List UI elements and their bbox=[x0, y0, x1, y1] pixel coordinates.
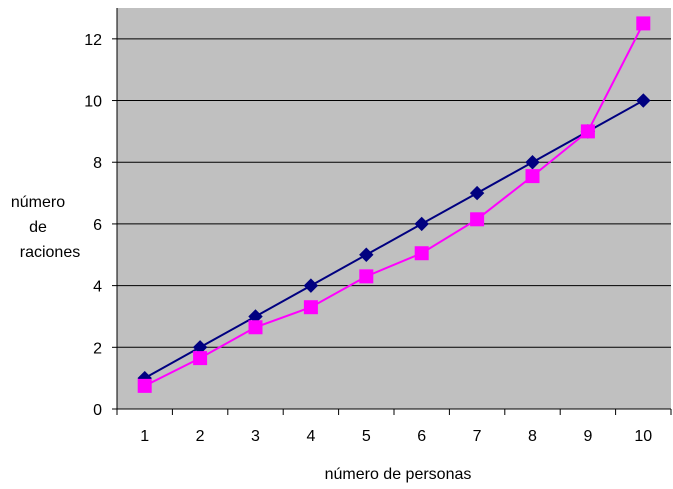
y-tick-label-2: 4 bbox=[93, 279, 102, 296]
series-1-point-0 bbox=[137, 378, 152, 393]
y-axis-title-line-3: raciones bbox=[20, 244, 80, 261]
series-0-point-4 bbox=[359, 247, 374, 262]
x-tick-label-8: 9 bbox=[583, 428, 592, 445]
y-tick-label-6: 12 bbox=[84, 32, 102, 49]
series-1-point-2 bbox=[248, 320, 263, 335]
axes bbox=[112, 8, 672, 415]
series-0-point-3 bbox=[303, 278, 319, 293]
x-tick-labels: 1 2 3 4 5 6 7 8 9 10 bbox=[140, 428, 652, 445]
x-tick-label-3: 4 bbox=[306, 428, 315, 445]
series-1-point-7 bbox=[525, 169, 540, 184]
y-tick-label-4: 8 bbox=[93, 155, 102, 172]
series-1-point-8 bbox=[580, 124, 595, 139]
x-tick-label-1: 2 bbox=[196, 428, 205, 445]
series-1-point-6 bbox=[470, 212, 485, 227]
x-tick-label-2: 3 bbox=[251, 428, 260, 445]
series-group bbox=[137, 16, 651, 393]
x-tick-label-4: 5 bbox=[362, 428, 371, 445]
x-tick-label-5: 6 bbox=[417, 428, 426, 445]
series-1-point-1 bbox=[193, 351, 208, 366]
series-0-line bbox=[144, 99, 644, 380]
gridlines bbox=[117, 38, 671, 348]
series-1-point-5 bbox=[414, 246, 429, 261]
x-tick-label-9: 10 bbox=[634, 428, 652, 445]
series-0-point-6 bbox=[469, 185, 485, 201]
series-1-point-4 bbox=[359, 269, 374, 284]
y-tick-label-1: 2 bbox=[93, 340, 102, 357]
series-0-point-5 bbox=[414, 216, 429, 232]
y-tick-labels: 0 2 4 6 8 10 12 bbox=[84, 32, 102, 419]
y-tick-label-0: 0 bbox=[93, 402, 102, 419]
y-tick-label-3: 6 bbox=[93, 217, 102, 234]
x-axis-title: número de personas bbox=[325, 466, 472, 483]
x-tick-label-7: 8 bbox=[528, 428, 537, 445]
x-tick-label-6: 7 bbox=[473, 428, 482, 445]
y-tick-label-5: 10 bbox=[84, 94, 102, 111]
series-0-point-7 bbox=[525, 155, 540, 170]
y-axis-title-line-1: número bbox=[11, 194, 65, 211]
series-1-point-3 bbox=[303, 300, 318, 315]
x-tick-label-0: 1 bbox=[140, 428, 149, 445]
y-axis-title-line-2: de bbox=[29, 219, 47, 236]
series-0-point-9 bbox=[636, 93, 651, 108]
series-1-point-9 bbox=[636, 16, 651, 31]
series-1-line bbox=[144, 22, 645, 387]
